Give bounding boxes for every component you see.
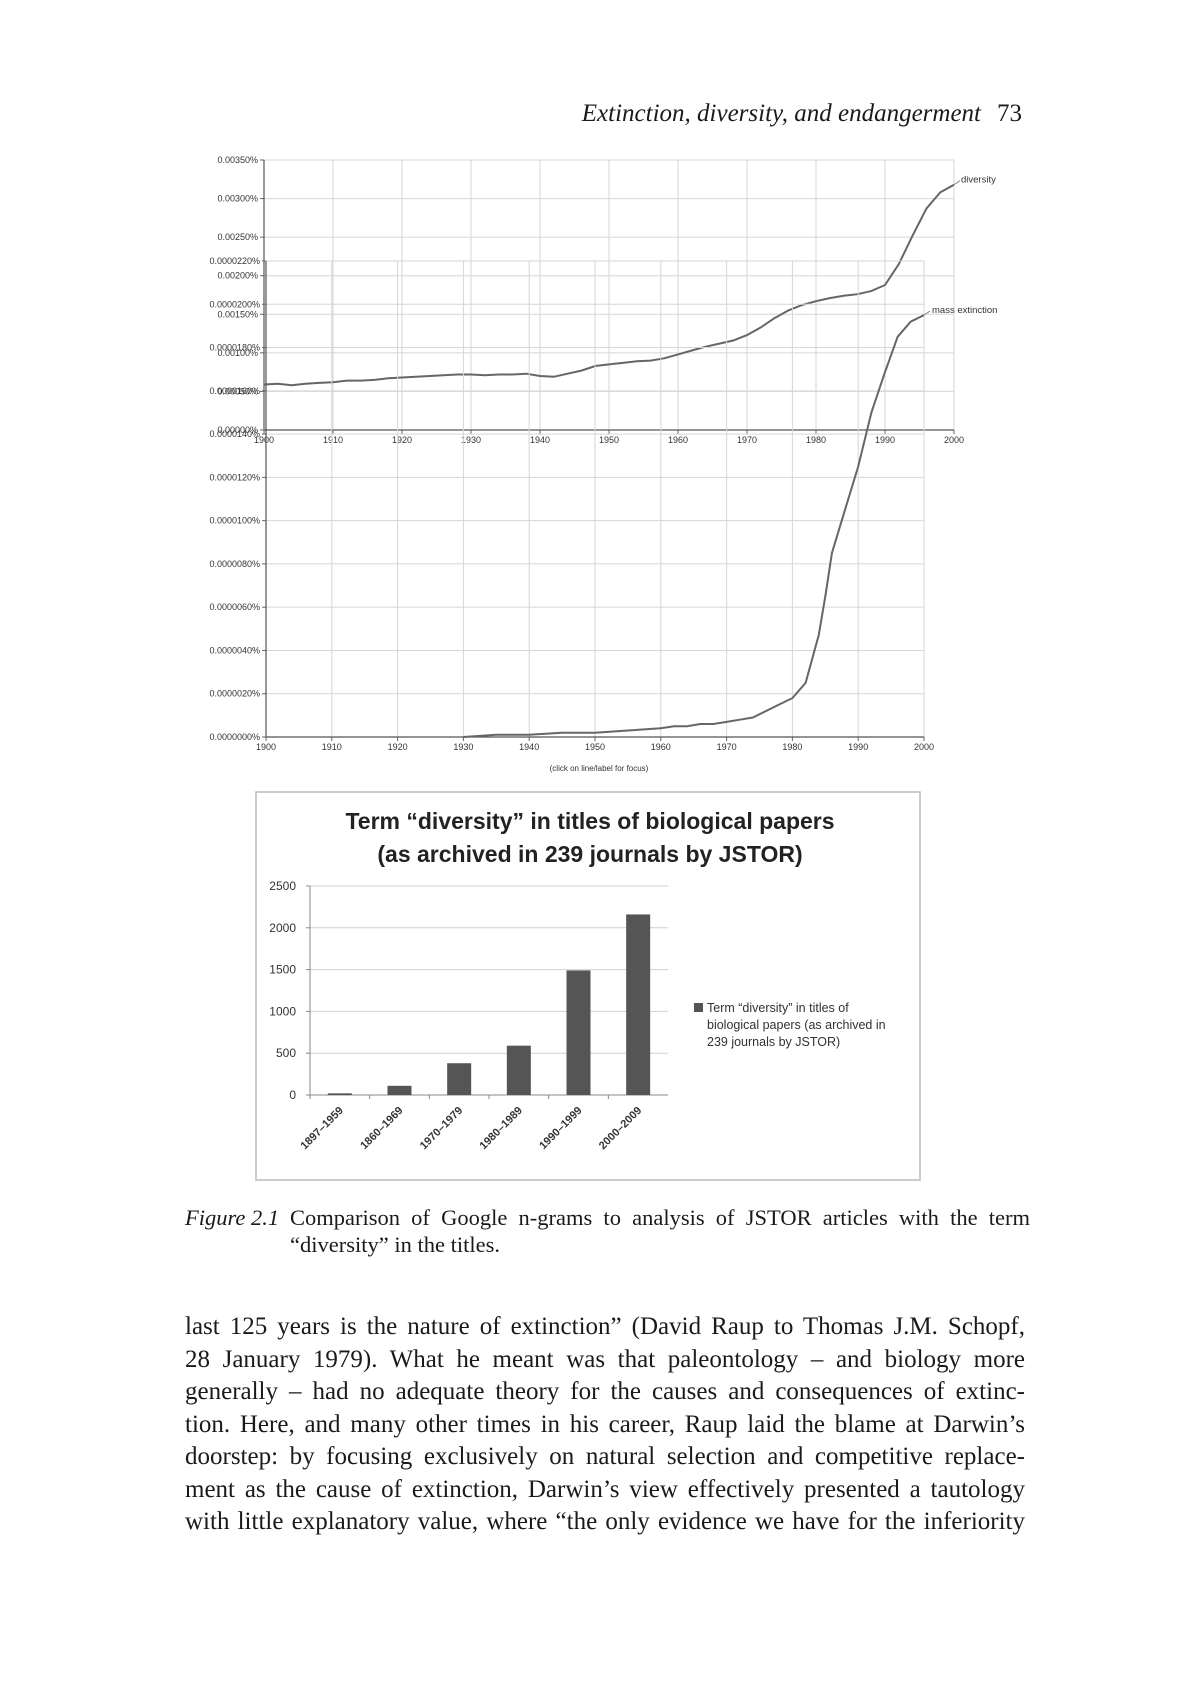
- bar-y-tick-label: 2000: [269, 921, 296, 935]
- body-paragraph: last 125 years is the nature of extincti…: [185, 1311, 1025, 1539]
- extinction-y-tick-label: 0.0000000%: [209, 732, 260, 742]
- diversity-y-tick-label: 0.00150%: [217, 309, 258, 319]
- body-line: tion. Here, and many other times in his …: [185, 1410, 1025, 1438]
- bar-legend-line2: biological papers (as archived in: [707, 1018, 886, 1032]
- extinction-y-tick-label: 0.0000200%: [209, 299, 260, 309]
- diversity-x-tick-label: 1960: [668, 435, 688, 445]
- diversity-x-tick-label: 1990: [875, 435, 895, 445]
- body-line: with little explanatory value, where “th…: [185, 1508, 1025, 1535]
- extinction-y-tick-label: 0.0000160%: [209, 386, 260, 396]
- extinction-series-line: [463, 314, 925, 738]
- body-line: 28 January 1979). What he meant was that…: [185, 1345, 1025, 1373]
- diversity-y-tick-label: 0.00000%: [217, 425, 258, 435]
- extinction-x-tick-label: 1960: [651, 742, 671, 752]
- diversity-y-tick-label: 0.00050%: [217, 386, 258, 396]
- diversity-y-tick-label: 0.00250%: [217, 232, 258, 242]
- running-head: Extinction, diversity, and endangerment 7…: [560, 100, 1022, 128]
- extinction-x-tick-label: 1910: [322, 742, 342, 752]
- diversity-series-line: [263, 183, 955, 387]
- bar-legend-line3: 239 journals by JSTOR): [707, 1035, 840, 1049]
- extinction-series-label: mass extinction: [932, 305, 997, 316]
- diversity-y-tick-label: 0.00100%: [217, 348, 258, 358]
- diversity-series-label: diversity: [961, 175, 996, 186]
- caption-label: Figure 2.1: [185, 1205, 280, 1230]
- extinction-y-tick-label: 0.0000060%: [209, 602, 260, 612]
- body-line: last 125 years is the nature of extincti…: [185, 1313, 1025, 1340]
- diversity-series-label-leader: [953, 180, 961, 186]
- bar-y-tick-label: 1500: [269, 963, 296, 977]
- jstor-bar-chart: Term “diversity” in titles of biological…: [255, 791, 921, 1181]
- extinction-y-tick-label: 0.0000180%: [209, 343, 260, 353]
- diversity-x-tick-label: 1950: [599, 435, 619, 445]
- bar-y-tick-label: 500: [276, 1046, 296, 1060]
- extinction-x-tick-label: 1930: [453, 742, 473, 752]
- bar-chart-title-line2: (as archived in 239 journals by JSTOR): [377, 841, 802, 867]
- diversity-x-tick-label: 1930: [461, 435, 481, 445]
- body-line: generally – had no adequate theory for t…: [185, 1378, 1025, 1405]
- body-line: ment as the cause of extinction, Darwin’…: [185, 1475, 1025, 1503]
- diversity-y-tick-label: 0.00300%: [217, 194, 258, 204]
- bar-legend-line1: Term “diversity” in titles of: [707, 1001, 849, 1015]
- ngram-chart-mass-extinction: 0.0000000% 0.0000020% 0.0000040% 0.0000060%…: [209, 256, 997, 752]
- extinction-y-tick-label: 0.0000220%: [209, 256, 260, 266]
- diversity-y-tick-label: 0.00350%: [217, 155, 258, 165]
- diversity-x-tick-label: 1940: [530, 435, 550, 445]
- body-line: doorstep: by focusing exclusively on nat…: [185, 1443, 1025, 1470]
- running-head-title: Extinction, diversity, and endangerment: [581, 100, 981, 127]
- diversity-x-tick-label: 1920: [392, 435, 412, 445]
- diversity-x-tick-label: 1980: [806, 435, 826, 445]
- extinction-x-tick-label: 1900: [256, 742, 276, 752]
- bar: [327, 1093, 352, 1095]
- bar: [626, 914, 651, 1095]
- extinction-y-tick-label: 0.0000080%: [209, 559, 260, 569]
- bar-legend-swatch: [694, 1003, 703, 1012]
- extinction-x-tick-label: 1990: [848, 742, 868, 752]
- extinction-y-tick-label: 0.0000120%: [209, 472, 260, 482]
- figure-caption: Figure 2.1 Comparison of Google n-grams …: [185, 1204, 1030, 1257]
- extinction-y-tick-label: 0.0000100%: [209, 516, 260, 526]
- ngram-chart-diversity: 0.00000% 0.00050% 0.00100% 0.00150% 0.00200%…: [217, 155, 996, 445]
- bar-y-tick-label: 2500: [269, 879, 296, 893]
- bar: [506, 1045, 531, 1095]
- caption-text: Comparison of Google n-grams to analysis…: [290, 1205, 1030, 1257]
- diversity-y-tick-label: 0.00200%: [217, 271, 258, 281]
- extinction-y-tick-label: 0.0000140%: [209, 429, 260, 439]
- bar: [447, 1063, 472, 1095]
- diversity-x-tick-label: 1900: [254, 435, 274, 445]
- extinction-x-tick-label: 1920: [388, 742, 408, 752]
- extinction-x-tick-label: 1940: [519, 742, 539, 752]
- bar-y-tick-label: 0: [289, 1088, 296, 1102]
- extinction-x-tick-label: 1970: [717, 742, 737, 752]
- bar-chart-title-line1: Term “diversity” in titles of biological…: [345, 808, 834, 834]
- diversity-x-tick-label: 1970: [737, 435, 757, 445]
- page-number: 73: [997, 100, 1022, 127]
- diversity-x-tick-label: 1910: [323, 435, 343, 445]
- diversity-x-tick-label: 2000: [944, 435, 964, 445]
- extinction-x-tick-label: 2000: [914, 742, 934, 752]
- extinction-x-tick-label: 1980: [782, 742, 802, 752]
- extinction-series-label-leader: [923, 310, 931, 316]
- ngram-focus-note: (click on line/label for focus): [550, 764, 649, 773]
- extinction-y-tick-label: 0.0000020%: [209, 689, 260, 699]
- extinction-x-tick-label: 1950: [585, 742, 605, 752]
- bar-y-tick-label: 1000: [269, 1004, 296, 1018]
- bar: [566, 970, 591, 1095]
- extinction-y-tick-label: 0.0000040%: [209, 645, 260, 655]
- bar: [387, 1085, 412, 1095]
